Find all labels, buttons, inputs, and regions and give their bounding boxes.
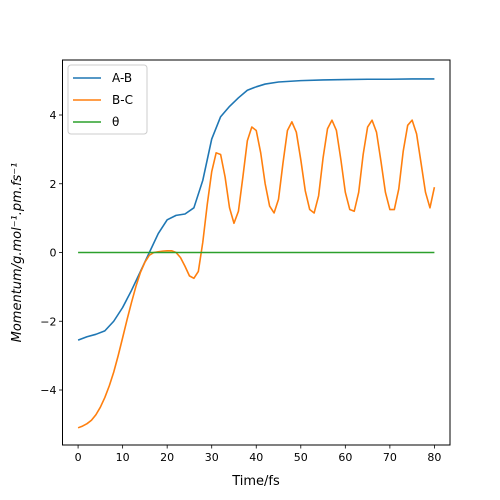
y-tick-label: 0 <box>50 247 57 260</box>
legend-label: θ <box>112 115 119 129</box>
y-tick-label: −4 <box>40 384 56 397</box>
x-tick-label: 60 <box>338 451 352 464</box>
legend-box <box>67 64 148 135</box>
axis-ticks: 0 10 20 30 40 50 60 70 80 −4 −2 0 2 4 <box>40 109 441 464</box>
x-tick-label: 40 <box>249 451 263 464</box>
x-tick-label: 80 <box>427 451 441 464</box>
x-tick-label: 70 <box>383 451 397 464</box>
x-tick-label: 20 <box>160 451 174 464</box>
y-tick-label: 2 <box>50 178 57 191</box>
x-axis-label: Time/fs <box>231 474 280 489</box>
x-tick-label: 50 <box>294 451 308 464</box>
x-tick-label: 30 <box>205 451 219 464</box>
legend-label: A-B <box>112 71 132 85</box>
x-tick-label: 10 <box>116 451 130 464</box>
y-tick-label: −2 <box>40 315 56 328</box>
series-line-A-B <box>77 78 435 341</box>
y-tick-label: 4 <box>50 109 57 122</box>
series-line-B-C <box>77 119 436 429</box>
legend: A-B B-C θ <box>67 64 148 135</box>
y-axis-label: Momentum/g.mol⁻¹.pm.fs⁻¹ <box>10 163 25 343</box>
plot-area <box>77 78 436 429</box>
legend-label: B-C <box>112 93 133 107</box>
axes-frame <box>62 59 451 446</box>
x-tick-label: 0 <box>75 451 82 464</box>
